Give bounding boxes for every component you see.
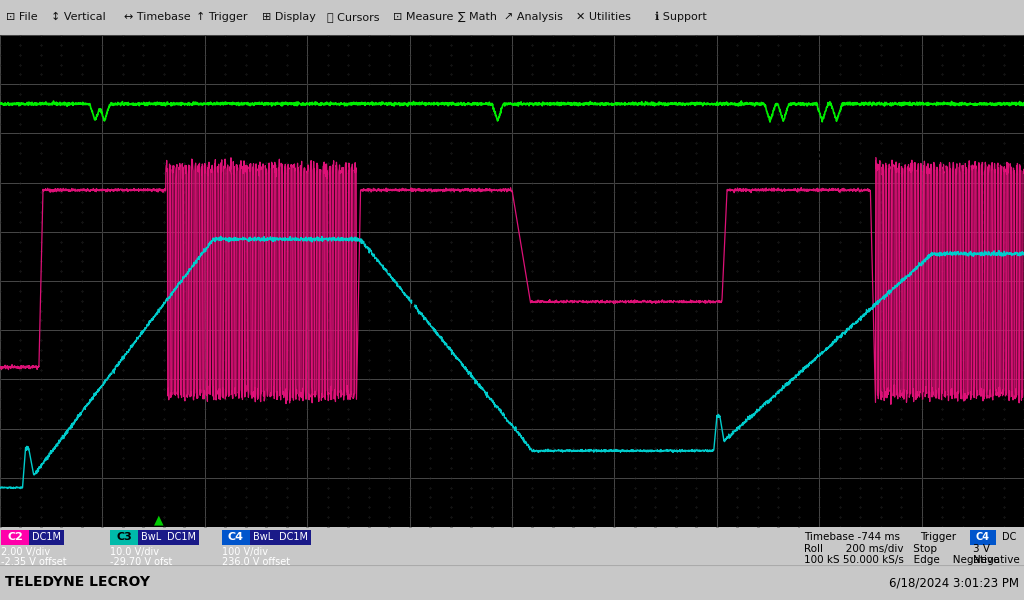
Text: BwL: BwL xyxy=(141,533,161,542)
Bar xyxy=(138,530,164,545)
Bar xyxy=(250,530,276,545)
Text: ↑ Trigger: ↑ Trigger xyxy=(196,12,248,22)
Text: ↔ Timebase: ↔ Timebase xyxy=(124,12,190,22)
Text: ⊞ Display: ⊞ Display xyxy=(261,12,315,22)
Text: 6/18/2024 3:01:23 PM: 6/18/2024 3:01:23 PM xyxy=(889,576,1019,589)
Text: C3: C3 xyxy=(116,533,132,542)
Text: Negative: Negative xyxy=(973,555,1020,565)
Text: C2: C2 xyxy=(7,533,23,542)
Text: ∑ Math: ∑ Math xyxy=(459,12,498,22)
Text: ▲: ▲ xyxy=(154,513,164,526)
Text: Timebase -744 ms: Timebase -744 ms xyxy=(804,532,900,542)
Text: Vsupply: Vsupply xyxy=(842,70,910,85)
Text: BwL: BwL xyxy=(253,533,273,542)
Text: 100 kS 50.000 kS/s   Edge    Negative: 100 kS 50.000 kS/s Edge Negative xyxy=(804,555,999,565)
Text: -2.35 V offset: -2.35 V offset xyxy=(1,557,67,567)
Bar xyxy=(164,530,199,545)
Text: ↕ Vertical: ↕ Vertical xyxy=(51,12,105,22)
Text: ℹ Support: ℹ Support xyxy=(655,11,707,22)
Text: Roll       200 ms/div   Stop: Roll 200 ms/div Stop xyxy=(804,544,937,554)
Text: 10.0 V/div: 10.0 V/div xyxy=(110,547,159,557)
Text: C4: C4 xyxy=(228,533,244,542)
Text: ⌖ Cursors: ⌖ Cursors xyxy=(328,12,380,22)
Bar xyxy=(222,530,250,545)
Text: -29.70 V ofst: -29.70 V ofst xyxy=(110,557,172,567)
Text: DC1M: DC1M xyxy=(32,533,61,542)
Text: ↗ Analysis: ↗ Analysis xyxy=(504,12,562,22)
Text: V mode pin: V mode pin xyxy=(780,148,877,163)
Bar xyxy=(996,530,1022,545)
Text: TELEDYNE LECROY: TELEDYNE LECROY xyxy=(5,575,150,589)
Text: 236.0 V offset: 236.0 V offset xyxy=(222,557,290,567)
Bar xyxy=(110,530,138,545)
Text: DC: DC xyxy=(1001,533,1016,542)
Text: 2.00 V/div: 2.00 V/div xyxy=(1,547,50,557)
Bar xyxy=(1,530,29,545)
Text: ✕ Utilities: ✕ Utilities xyxy=(577,12,631,22)
Text: 3 V: 3 V xyxy=(973,544,990,554)
Text: DC1M: DC1M xyxy=(279,533,308,542)
Text: ⊡ File: ⊡ File xyxy=(6,12,38,22)
Text: ⊡ Measure: ⊡ Measure xyxy=(393,12,454,22)
Text: C4: C4 xyxy=(976,533,990,542)
Bar xyxy=(970,530,996,545)
Bar xyxy=(29,530,63,545)
Bar xyxy=(800,527,1024,565)
Text: DC1M: DC1M xyxy=(167,533,196,542)
Text: V capacitor: V capacitor xyxy=(404,301,502,316)
Text: 100 V/div: 100 V/div xyxy=(222,547,268,557)
Bar xyxy=(276,530,311,545)
Text: Trigger: Trigger xyxy=(920,532,956,542)
